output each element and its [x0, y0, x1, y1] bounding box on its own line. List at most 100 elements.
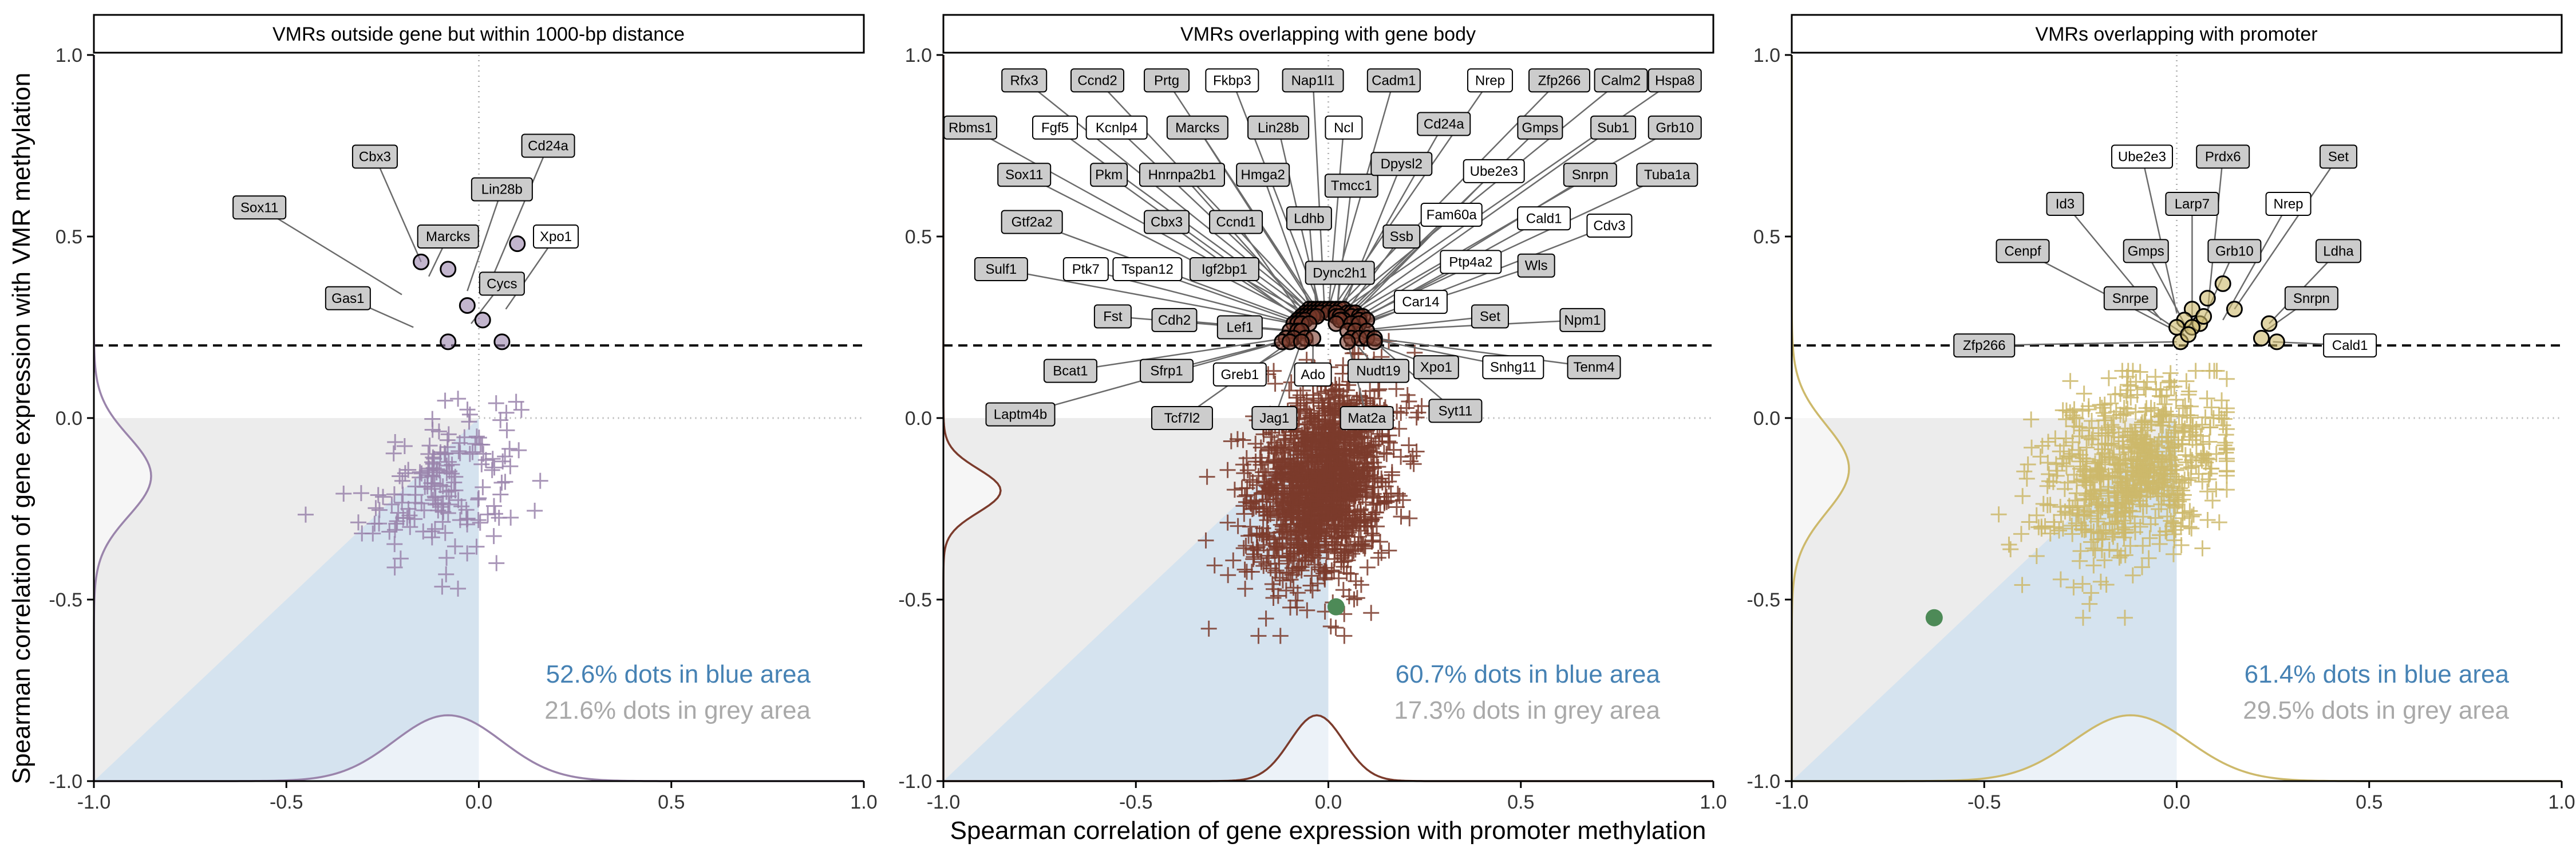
data-point	[1268, 562, 1285, 579]
data-point	[501, 440, 518, 457]
data-point	[2161, 448, 2178, 465]
data-point	[1370, 382, 1386, 399]
data-point	[475, 479, 491, 495]
data-point	[1353, 447, 1369, 464]
gene-label-box	[1586, 213, 1633, 238]
data-point	[2098, 576, 2115, 593]
gene-label: Zfp266	[1538, 73, 1581, 88]
data-point	[424, 523, 440, 539]
data-point	[2021, 514, 2037, 530]
label-leader-line	[1343, 214, 1452, 321]
data-point	[2151, 388, 2168, 404]
data-point	[498, 404, 515, 421]
data-point	[2091, 463, 2107, 480]
data-point	[1378, 446, 1395, 462]
data-point	[2218, 404, 2235, 420]
data-point	[2171, 408, 2187, 425]
data-point	[1355, 538, 1372, 554]
gene-label-box	[1370, 152, 1433, 176]
data-point	[1315, 400, 1332, 416]
data-point	[1245, 551, 1262, 568]
data-point	[1336, 448, 1353, 464]
data-point	[1349, 504, 1366, 521]
gene-label: Calm2	[1601, 73, 1641, 88]
data-point	[459, 545, 476, 562]
data-point	[2183, 520, 2200, 537]
data-point	[1325, 493, 1341, 510]
gene-label: Gas1	[331, 291, 364, 306]
x-axis-label: Spearman correlation of gene expression …	[950, 817, 1706, 845]
data-point	[1328, 381, 1345, 397]
data-point	[1237, 581, 1254, 597]
gene-label: Set	[2328, 149, 2349, 165]
data-point	[1346, 345, 1363, 361]
data-point	[2061, 448, 2078, 465]
data-point	[420, 467, 436, 484]
gene-label-box	[1428, 399, 1483, 423]
data-point	[2077, 521, 2094, 538]
data-point	[1270, 588, 1286, 604]
data-point	[2174, 417, 2190, 433]
data-point	[1199, 468, 1215, 485]
data-point	[2156, 471, 2173, 487]
gene-label-box	[1563, 163, 1617, 187]
data-point	[2153, 496, 2170, 513]
data-point	[1294, 530, 1310, 547]
data-point	[2152, 417, 2168, 434]
data-point	[354, 525, 370, 542]
labeled-point-marker	[440, 333, 457, 350]
gene-label: Ldha	[2323, 243, 2354, 259]
data-point	[2156, 396, 2173, 412]
data-point	[1338, 565, 1355, 581]
data-point	[1270, 483, 1286, 499]
gene-label: Laptm4b	[994, 407, 1047, 423]
data-point	[2159, 508, 2175, 525]
label-leader-line	[2022, 250, 2170, 328]
data-point	[394, 486, 411, 503]
data-point	[1320, 542, 1337, 559]
data-point	[1326, 415, 1342, 431]
gene-label-box	[1517, 206, 1571, 231]
x-tick-label: 1.0	[2548, 791, 2575, 813]
panel-2-stat-grey: 17.3% dots in grey area	[1394, 696, 1660, 724]
data-point	[486, 459, 503, 476]
panel-2-title-strip	[942, 14, 1714, 54]
data-point	[1367, 509, 1384, 526]
panel-3-plot: Ube2e3 Prdx6 Set Id3 Larp7 Nrep Cenpf Gmps Grb10…	[1747, 45, 2575, 813]
data-point	[1281, 439, 1298, 456]
gene-label-box	[1090, 163, 1128, 187]
data-point	[1226, 482, 1243, 498]
data-point	[2145, 464, 2162, 480]
data-point	[1350, 529, 1367, 545]
panel-3-stat-grey: 29.5% dots in grey area	[2243, 696, 2509, 724]
gene-label-box	[2123, 239, 2169, 263]
data-point	[1259, 547, 1276, 564]
gene-label: Sfrp1	[1150, 364, 1183, 379]
data-point	[2047, 430, 2064, 447]
data-point	[2040, 454, 2056, 471]
gene-label: Snrpe	[2112, 291, 2149, 306]
labeled-point-marker	[1339, 333, 1356, 350]
data-point	[1219, 462, 1236, 478]
data-point	[421, 460, 437, 477]
labeled-point-marker	[1293, 333, 1310, 350]
gene-label: Dpysl2	[1381, 156, 1423, 172]
panel-3-stat-blue: 61.4% dots in blue area	[2245, 660, 2510, 688]
gene-label: Ube2e3	[2118, 149, 2166, 165]
gene-label: Cdv3	[1593, 218, 1625, 234]
data-point	[1297, 463, 1314, 480]
data-point	[1289, 585, 1306, 601]
gene-label: Prdx6	[2205, 149, 2241, 165]
data-point	[1393, 448, 1409, 465]
data-point	[1334, 518, 1350, 534]
data-point	[2190, 466, 2207, 482]
x-tick-label: -0.5	[1119, 791, 1153, 813]
data-point	[2175, 400, 2191, 416]
data-point	[371, 515, 388, 532]
gene-label: Ldhb	[1294, 211, 1324, 226]
x-tick-label: -0.5	[270, 791, 303, 813]
data-point	[371, 502, 388, 518]
data-point	[429, 495, 446, 512]
gene-label-box	[1062, 257, 1109, 282]
